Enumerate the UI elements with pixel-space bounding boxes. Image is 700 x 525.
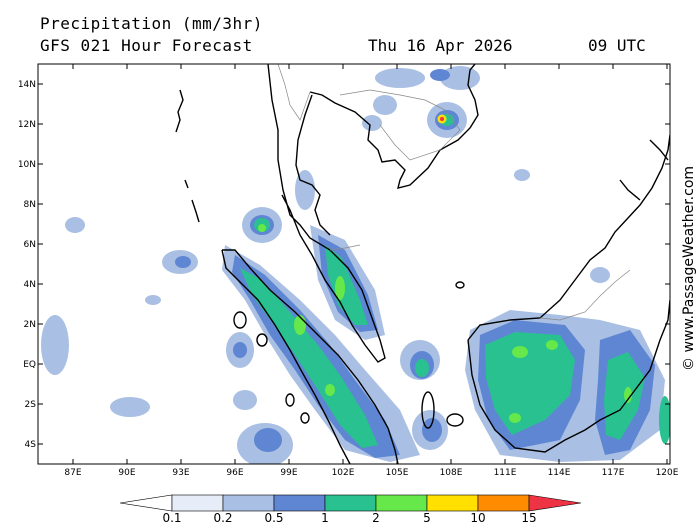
lon-label: 114E [548, 468, 571, 478]
chart-title: Precipitation (mm/3hr) [40, 14, 263, 33]
watermark: © www.PassageWeather.com [681, 166, 697, 371]
forecast-time: 09 UTC [588, 36, 646, 55]
lon-label: 108E [440, 468, 463, 478]
colorbar-label: 10 [470, 511, 485, 525]
map-frame [37, 63, 671, 465]
colorbar-label: 0.5 [264, 511, 283, 525]
colorbar-segment [375, 494, 428, 512]
colorbar-label: 0.2 [213, 511, 232, 525]
longitude-axis: 87E 90E 93E 96E 99E 102E 105E 108E 111E 114E 117E 1… [64, 64, 679, 478]
lat-label: 2S [25, 400, 37, 410]
precip-intense [258, 224, 632, 423]
lon-label: 99E [280, 468, 297, 478]
lon-label: 93E [172, 468, 189, 478]
colorbar-segment [324, 494, 377, 512]
lat-label: 2N [24, 320, 36, 330]
precipitation-fields [41, 66, 670, 464]
lon-label: 90E [118, 468, 135, 478]
lon-label: 96E [226, 468, 243, 478]
colorbar-segment [222, 494, 275, 512]
lat-label: EQ [23, 360, 36, 370]
colorbar-label: 1 [321, 511, 329, 525]
colorbar-segment [426, 494, 479, 512]
lat-label: 10N [18, 160, 36, 170]
forecast-subtitle: GFS 021 Hour Forecast [40, 36, 253, 55]
latitude-axis: 14N 12N 10N 8N 6N 4N 2N EQ 2S 4S [18, 80, 670, 450]
lon-label: 120E [656, 468, 679, 478]
watermark-text: © www.PassageWeather.com [681, 166, 697, 371]
colorbar-label: 2 [372, 511, 380, 525]
colorbar-label: 0.1 [162, 511, 181, 525]
lat-label: 4S [25, 440, 37, 450]
colorbar-segment [273, 494, 326, 512]
colorbar-label: 15 [521, 511, 536, 525]
colorbar-segment [171, 494, 224, 512]
forecast-date: Thu 16 Apr 2026 [368, 36, 513, 55]
colorbar-segment [477, 494, 530, 512]
lon-label: 105E [386, 468, 409, 478]
colorbar-high-arrow [528, 494, 582, 512]
colorbar-label: 5 [423, 511, 431, 525]
lat-label: 6N [24, 240, 36, 250]
lat-label: 8N [24, 200, 36, 210]
lat-label: 4N [24, 280, 36, 290]
colorbar: 0.1 0.2 0.5 1 2 5 10 15 [119, 494, 582, 525]
lon-label: 117E [602, 468, 625, 478]
colorbar-low-arrow [119, 494, 173, 512]
lat-label: 12N [18, 120, 36, 130]
lat-label: 14N [18, 80, 36, 90]
lon-label: 102E [332, 468, 355, 478]
lon-label: 111E [494, 468, 517, 478]
lon-label: 87E [64, 468, 81, 478]
precip-extreme [437, 114, 447, 124]
coastlines [175, 64, 670, 464]
country-borders [277, 64, 631, 321]
